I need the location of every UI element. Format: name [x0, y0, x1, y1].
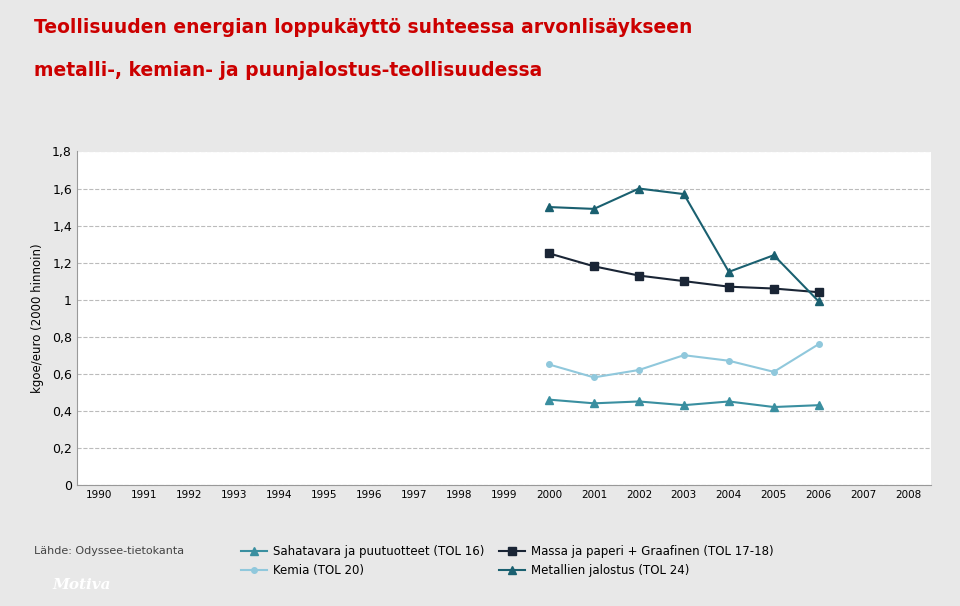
Legend: Sahatavara ja puutuotteet (TOL 16), Kemia (TOL 20), Massa ja paperi + Graafinen : Sahatavara ja puutuotteet (TOL 16), Kemi… [236, 541, 778, 582]
Text: metalli-, kemian- ja puunjalostus-teollisuudessa: metalli-, kemian- ja puunjalostus-teolli… [34, 61, 541, 79]
Text: Teollisuuden energian loppukäyttö suhteessa arvonlisäykseen: Teollisuuden energian loppukäyttö suhtee… [34, 18, 692, 37]
Y-axis label: kgoe/euro (2000 hinnoin): kgoe/euro (2000 hinnoin) [31, 244, 43, 393]
Text: Motiva: Motiva [53, 578, 110, 592]
Text: Lähde: Odyssee-tietokanta: Lähde: Odyssee-tietokanta [34, 547, 183, 556]
